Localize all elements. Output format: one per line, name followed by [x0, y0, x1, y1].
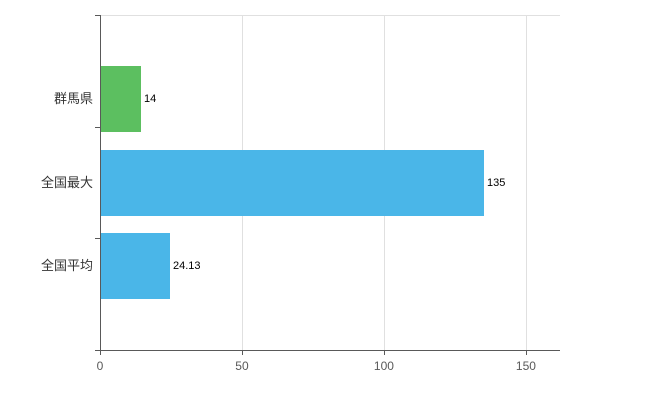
y-axis-tick	[95, 15, 100, 16]
x-tick-label: 150	[515, 359, 536, 373]
y-axis-tick	[95, 127, 100, 128]
x-tick-label: 100	[373, 359, 394, 373]
bar-value-label: 135	[487, 177, 506, 189]
gridline-vertical	[525, 15, 527, 350]
bar-value-label: 14	[144, 93, 157, 105]
plot-top-border	[100, 15, 560, 16]
x-axis-tick	[525, 350, 527, 355]
y-axis-line	[100, 15, 101, 350]
y-axis-tick	[95, 238, 100, 239]
bar-1	[101, 66, 141, 132]
x-axis-line	[100, 350, 560, 351]
x-axis-tick	[241, 350, 243, 355]
category-label: 群馬県	[53, 91, 93, 106]
x-tick-label: 0	[96, 359, 104, 373]
plot-area: 14 135 24.13	[95, 15, 560, 355]
x-axis-tick	[383, 350, 385, 355]
y-axis-tick	[95, 350, 100, 351]
category-label: 全国平均	[40, 258, 93, 273]
x-tick-label: 50	[235, 359, 249, 373]
bar-2	[101, 150, 484, 216]
bar-3	[101, 233, 170, 299]
x-axis-tick	[100, 350, 101, 355]
bar-value-label: 24.13	[173, 260, 201, 272]
category-label: 全国最大	[40, 175, 93, 190]
